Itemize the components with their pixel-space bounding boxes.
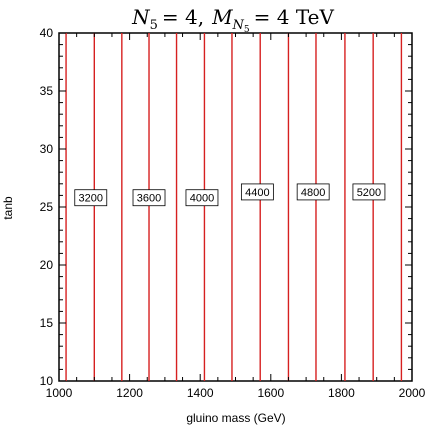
y-tick-label: 40 <box>40 26 54 40</box>
contour-labels: 3200 3600 4000 4400 4800 5200 <box>74 183 386 207</box>
contour-label-3600: 3600 <box>132 189 166 207</box>
x-axis-ticks: 1000 1200 1400 1600 1800 2000 <box>46 33 426 400</box>
contour-lines <box>65 33 403 381</box>
contour-label-4800: 4800 <box>296 183 330 201</box>
contour-label-text: 4800 <box>301 187 325 199</box>
y-tick-label: 20 <box>40 258 54 272</box>
title-n-value: = 4, <box>162 5 204 29</box>
x-tick-label: 1000 <box>46 386 73 400</box>
y-tick-label: 30 <box>40 142 54 156</box>
y-tick-label: 15 <box>40 316 54 330</box>
contour-label-4000: 4000 <box>185 189 219 207</box>
contour-label-box <box>185 189 219 207</box>
y-tick-label: 10 <box>40 374 54 388</box>
x-tick-label: 1800 <box>328 386 355 400</box>
y-axis-ticks: 10 15 20 25 30 35 40 <box>40 26 412 388</box>
contour-label-box <box>296 183 330 201</box>
contour-label-4400: 4400 <box>240 183 274 201</box>
plot-frame <box>58 32 413 382</box>
title-m-value: = 4 TeV <box>254 5 335 29</box>
y-axis-label: tanb <box>1 196 15 220</box>
contour-label-text: 5200 <box>357 187 381 199</box>
contour-label-3200: 3200 <box>74 189 108 207</box>
contour-label-box <box>74 189 108 207</box>
contour-label-box <box>352 183 386 201</box>
title-m-sub-sub: 5 <box>244 25 250 35</box>
contour-label-text: 3200 <box>79 193 103 205</box>
x-tick-label: 1400 <box>187 386 214 400</box>
x-tick-label: 1600 <box>257 386 284 400</box>
x-tick-label: 1200 <box>116 386 143 400</box>
contour-label-box <box>240 183 274 201</box>
contour-label-5200: 5200 <box>352 183 386 201</box>
contour-label-text: 3600 <box>137 193 161 205</box>
x-axis-label: gluino mass (GeV) <box>186 411 285 425</box>
title-m-symbol: M <box>211 5 233 29</box>
contour-label-text: 4000 <box>190 193 214 205</box>
x-tick-label: 2000 <box>399 386 426 400</box>
title-n-symbol: N <box>131 5 151 29</box>
chart-title: N5 = 4, MN5= 4 TeV <box>131 5 334 35</box>
y-tick-label: 35 <box>40 84 54 98</box>
contour-label-box <box>132 189 166 207</box>
title-n-sub: 5 <box>150 18 158 33</box>
contour-label-text: 4400 <box>245 187 269 199</box>
title-m-sub-base: N <box>232 18 245 33</box>
y-tick-label: 25 <box>40 200 54 214</box>
